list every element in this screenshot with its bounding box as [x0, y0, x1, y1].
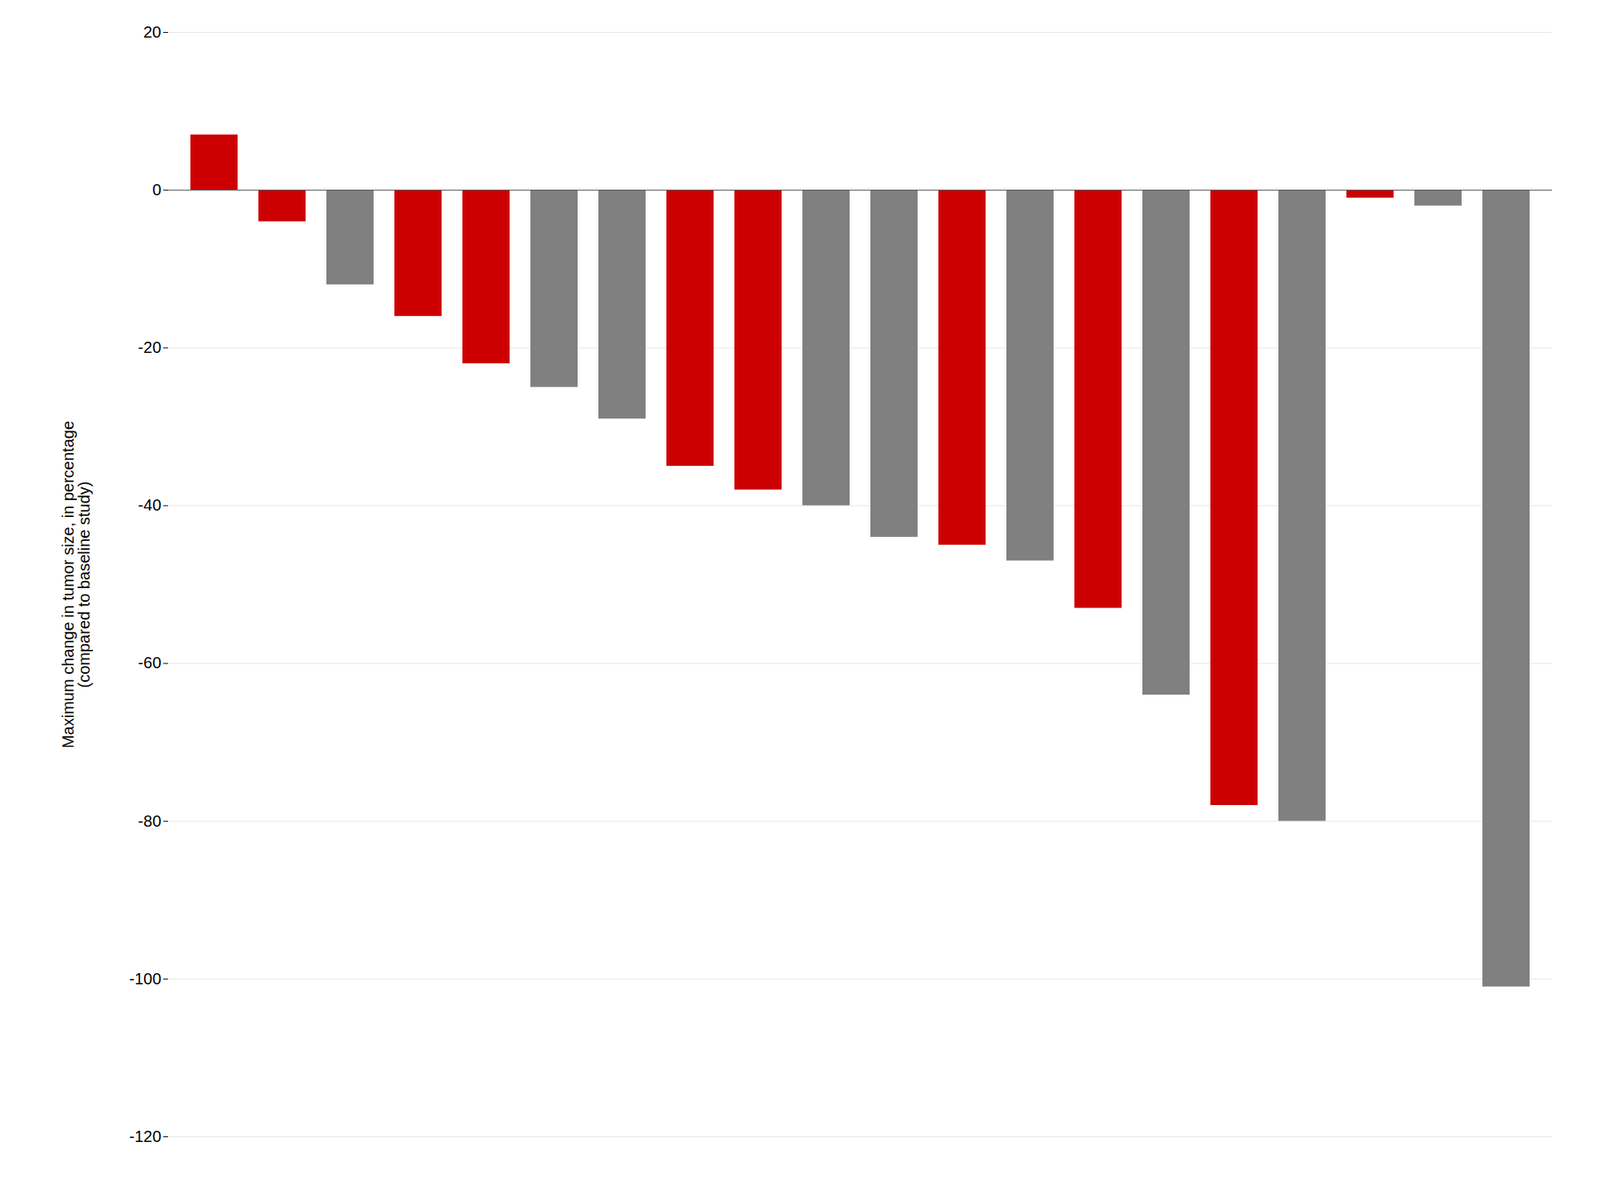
svg-text:20: 20 [143, 23, 161, 41]
svg-text:-40: -40 [138, 496, 162, 514]
svg-text:Maximum change in tumor size,: Maximum change in tumor size, in percent… [59, 420, 93, 748]
svg-text:-100: -100 [128, 969, 161, 988]
svg-text:-120: -120 [128, 1127, 161, 1145]
svg-text:-80: -80 [138, 812, 162, 830]
svg-text:0: 0 [152, 180, 161, 199]
svg-text:-60: -60 [138, 653, 162, 672]
svg-text:-20: -20 [138, 338, 162, 356]
